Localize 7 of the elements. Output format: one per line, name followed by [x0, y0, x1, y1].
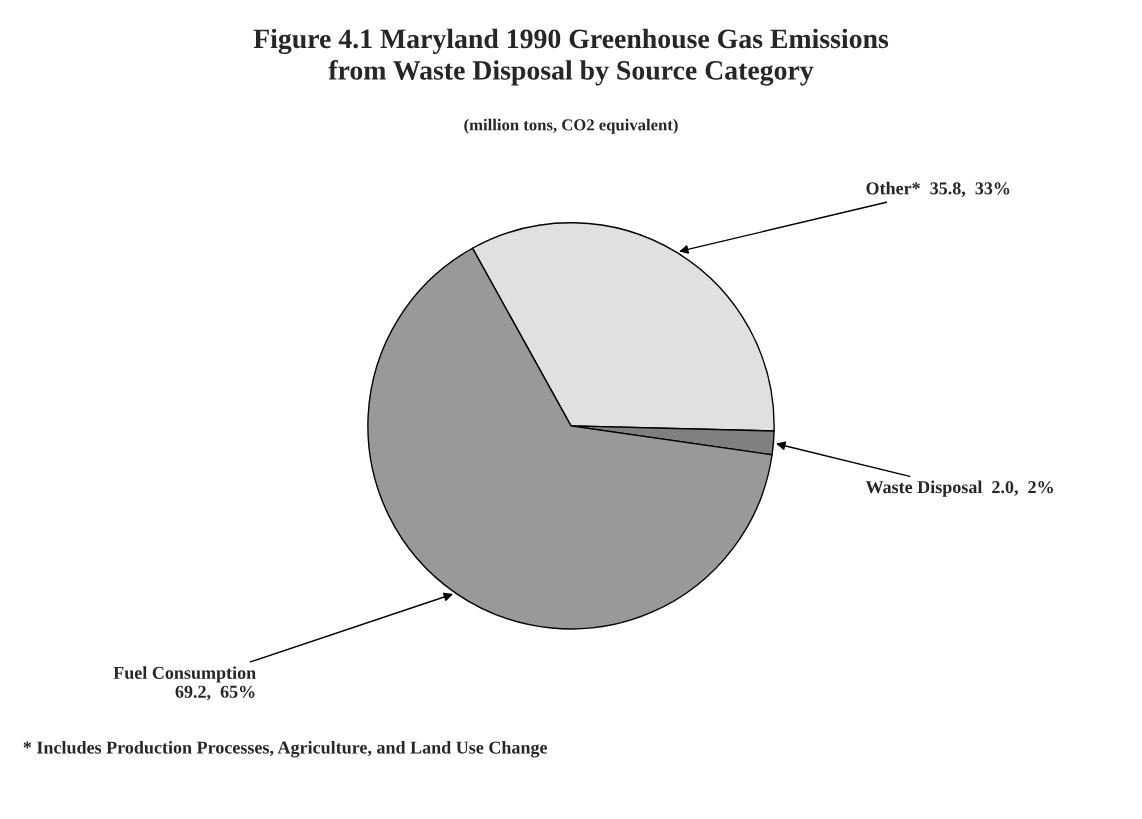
- text: * Includes Production Processes, Agriculture, and Land Use Change: [23, 740, 548, 758]
- chart-title: Figure 4.1 Maryland 1990 Greenhouse Gas Emissions from Waste Disposal by Source Category: [253, 28, 889, 86]
- slice-label: Fuel Consumption: [113, 666, 256, 683]
- data-label: 69.2, 65%: [175, 685, 255, 701]
- chart-subtitle: (million tons, CO2 equivalent): [464, 118, 678, 134]
- slice-label: Waste Disposal 2.0, 2%: [865, 480, 1053, 497]
- slice-label: Other* 35.8, 33%: [866, 181, 1010, 198]
